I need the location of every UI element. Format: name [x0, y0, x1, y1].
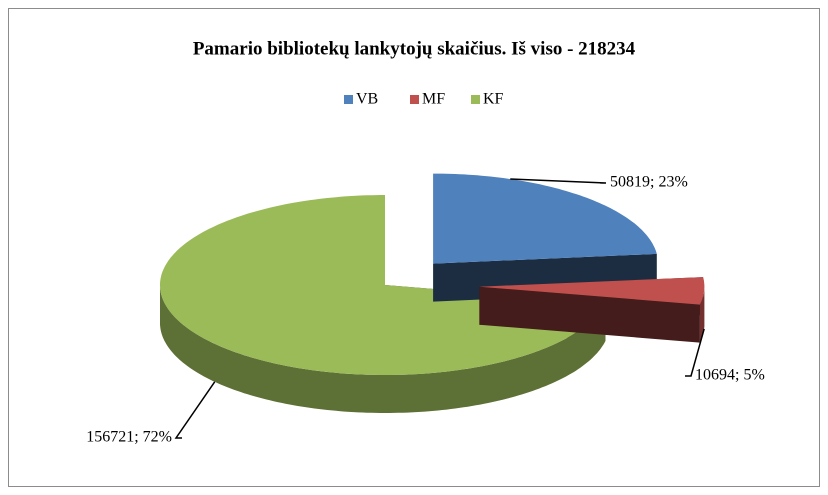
leader-line [174, 381, 216, 439]
slice-top [160, 195, 606, 375]
chart-title: Pamario bibliotekų lankytojų skaičius. I… [193, 38, 636, 59]
slice-wall [699, 286, 705, 343]
slice-side [479, 286, 700, 343]
data-label: 156721; 72% [86, 429, 172, 446]
legend-swatch [471, 95, 480, 104]
slice-top [433, 173, 657, 264]
data-label: 10694; 5% [695, 367, 765, 384]
chart-border [8, 8, 820, 487]
slice-wall [160, 285, 606, 413]
legend-swatch [410, 95, 419, 104]
pie-slice [479, 277, 705, 343]
legend-label: MF [422, 91, 445, 108]
slice-top [479, 277, 705, 305]
legend-label: KF [483, 91, 504, 108]
legend-label: VB [356, 91, 378, 108]
data-label: 50819; 23% [610, 174, 688, 191]
legend-swatch [344, 95, 353, 104]
leader-line [685, 328, 705, 377]
leader-line [510, 178, 607, 184]
